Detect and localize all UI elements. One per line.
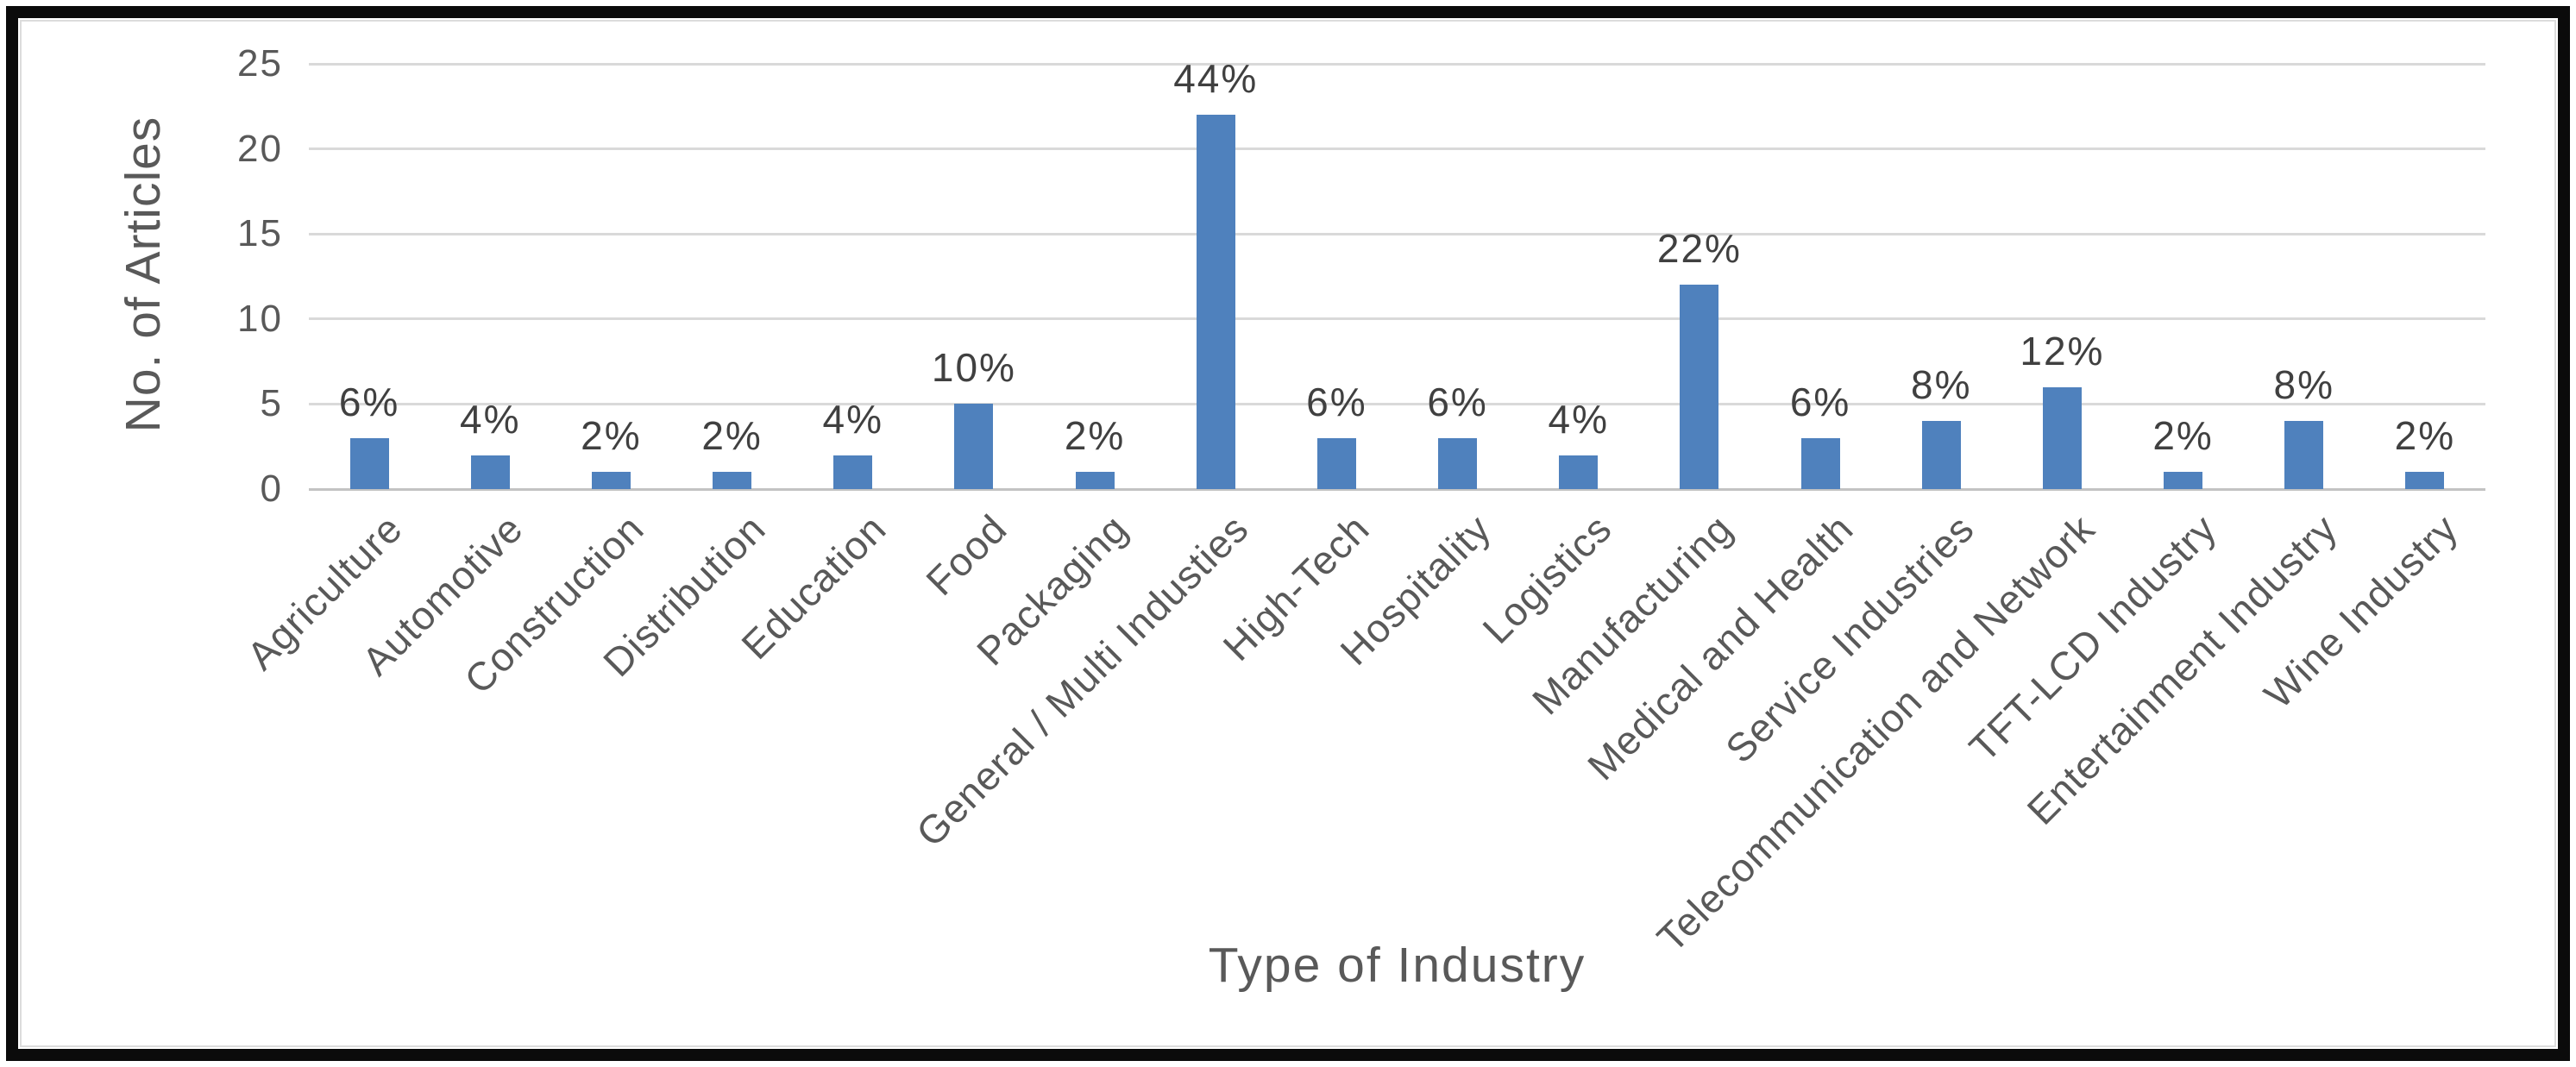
data-label-medical-and-health: 6% [1789, 379, 1851, 424]
data-label-food: 10% [931, 345, 1016, 391]
bar-hospitality [1438, 437, 1478, 489]
x-axis-title: Type of Industry [1208, 938, 1586, 993]
data-label-construction: 2% [581, 413, 642, 459]
y-tick-label-10: 10 [237, 297, 283, 340]
bar-agriculture [349, 437, 389, 489]
data-label-hospitality: 6% [1427, 379, 1488, 424]
gridline-25 [309, 62, 2485, 66]
data-label-general-multi-industies: 44% [1173, 56, 1259, 102]
data-label-entertainment-industry: 8% [2273, 362, 2334, 408]
data-label-tft-lcd-industry: 2% [2152, 413, 2214, 459]
bar-wine-industry [2405, 472, 2445, 489]
y-axis-title: No. of Articles [116, 116, 171, 433]
bar-food [954, 404, 994, 489]
data-label-service-industries: 8% [1911, 362, 1972, 408]
bar-general-multi-industies [1196, 115, 1235, 489]
bar-tft-lcd-industry [2164, 472, 2203, 489]
y-tick-label-25: 25 [237, 42, 283, 85]
y-tick-label-0: 0 [260, 468, 283, 510]
y-tick-label-5: 5 [260, 382, 283, 425]
bar-telecommunication-and-network [2042, 386, 2082, 489]
data-label-packaging: 2% [1064, 413, 1126, 459]
gridline-15 [309, 232, 2485, 235]
plot-area: Agriculture Automotive Construction Distrib… [237, 42, 2485, 961]
data-label-high-tech: 6% [1306, 379, 1367, 424]
bar-construction [591, 472, 631, 489]
data-label-education: 4% [822, 396, 883, 442]
bar-automotive [470, 455, 510, 489]
data-label-logistics: 4% [1548, 396, 1609, 442]
x-axis-line [309, 487, 2485, 491]
gridline-5 [309, 402, 2485, 405]
bar-distribution [713, 472, 752, 489]
gridline-20 [309, 147, 2485, 151]
bar-packaging [1075, 472, 1115, 489]
x-axis-labels: Agriculture Automotive Construction Distrib… [238, 489, 2485, 960]
data-label-wine-industry: 2% [2394, 413, 2456, 459]
bar-high-tech [1316, 437, 1356, 489]
bar-entertainment-industry [2284, 421, 2324, 489]
bar-education [833, 455, 873, 489]
gridline-10 [309, 317, 2485, 321]
data-label-manufacturing: 22% [1656, 226, 1742, 272]
bar-manufacturing [1680, 285, 1719, 489]
x-tick-label-telecommunication-and-network: Telecommunication and Network [1649, 505, 2104, 961]
bar-logistics [1559, 455, 1599, 489]
data-label-automotive: 4% [460, 396, 521, 442]
chart-area [20, 20, 2556, 1047]
y-tick-label-20: 20 [237, 127, 283, 170]
bar-medical-and-health [1800, 437, 1840, 489]
data-label-telecommunication-and-network: 12% [2020, 328, 2105, 373]
bar-service-industries [1921, 421, 1961, 489]
data-label-agriculture: 6% [338, 379, 400, 424]
x-tick-label-food: Food [917, 505, 1015, 605]
y-tick-label-15: 15 [237, 212, 283, 255]
figure-border [6, 6, 2570, 1061]
data-label-distribution: 2% [701, 413, 763, 459]
